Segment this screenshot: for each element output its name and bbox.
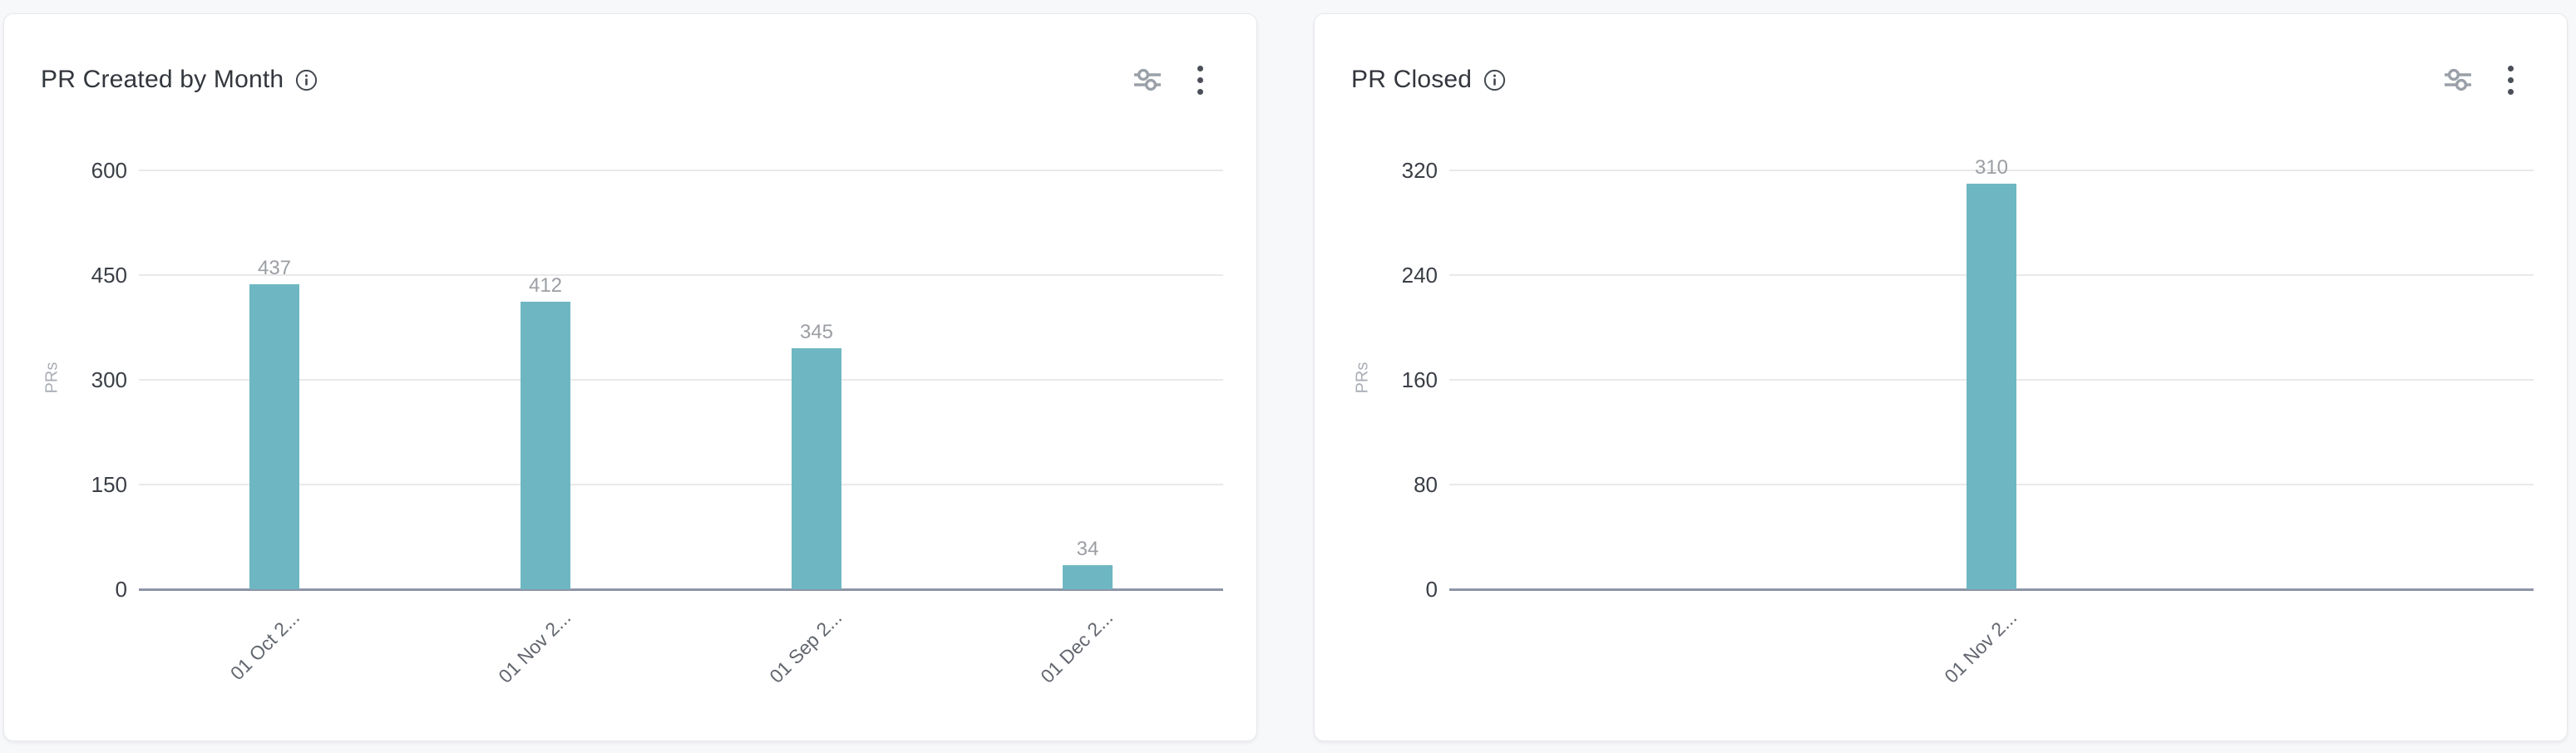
x-tick-label: 01 Nov 2... [494,606,575,687]
y-tick-label: 150 [91,472,127,497]
sliders-icon[interactable] [2445,68,2471,91]
y-tick-label: 320 [1401,158,1438,183]
card-title: PR Created by Month [41,66,284,93]
x-axis-line [139,588,1223,591]
bar[interactable] [249,283,299,589]
bar-value-label: 310 [1974,155,2009,179]
bar[interactable] [792,348,841,589]
bar[interactable] [1063,565,1113,589]
gridline [1449,170,2534,171]
pr-created-bar-chart: 0 150 300 450 600 PRs 437 01 Oct 2... 412 01 Nov … [4,14,1258,742]
bar-value-label: 345 [799,321,834,344]
x-tick-label: 01 Nov 2... [1940,606,2021,687]
y-axis-title: PRs [42,362,62,394]
info-icon[interactable] [1483,69,1506,91]
y-tick-label: 0 [115,577,127,602]
y-tick-label: 450 [91,263,127,288]
y-axis-title: PRs [1353,362,1372,394]
x-axis-line [1449,588,2534,591]
card-header: PR Created by Month [41,64,318,96]
bar-value-label: 437 [257,256,292,279]
y-tick-label: 600 [91,158,127,183]
card-title: PR Closed [1351,66,1473,93]
gridline [139,379,1223,381]
x-tick-label: 01 Dec 2... [1036,606,1118,687]
x-tick-label: 01 Oct 2... [225,606,304,685]
pr-closed-bar-chart: 0 80 160 240 320 PRs 310 01 Nov 2... [1315,14,2569,742]
card-controls [2445,65,2514,95]
bar[interactable] [1967,183,2016,589]
kebab-menu-icon[interactable] [1197,65,1203,95]
x-tick-label: 01 Sep 2... [765,606,846,687]
bar[interactable] [521,301,570,589]
sliders-icon[interactable] [1134,68,1161,91]
kebab-menu-icon[interactable] [2508,65,2514,95]
bar-value-label: 34 [1076,538,1099,561]
gridline [139,170,1223,171]
y-tick-label: 160 [1401,367,1438,392]
info-icon[interactable] [295,69,318,91]
y-tick-label: 300 [91,367,127,392]
y-tick-label: 240 [1401,263,1438,288]
y-tick-label: 80 [1414,472,1438,497]
gridline [139,274,1223,276]
pr-created-by-month-card: 0 150 300 450 600 PRs 437 01 Oct 2... 412 01 Nov … [3,13,1257,741]
gridline [139,484,1223,485]
pr-closed-card: 0 80 160 240 320 PRs 310 01 Nov 2... PR Closed [1314,13,2568,741]
card-header: PR Closed [1351,64,1506,96]
card-controls [1134,65,1203,95]
bar-value-label: 412 [528,273,563,297]
y-tick-label: 0 [1425,577,1438,602]
